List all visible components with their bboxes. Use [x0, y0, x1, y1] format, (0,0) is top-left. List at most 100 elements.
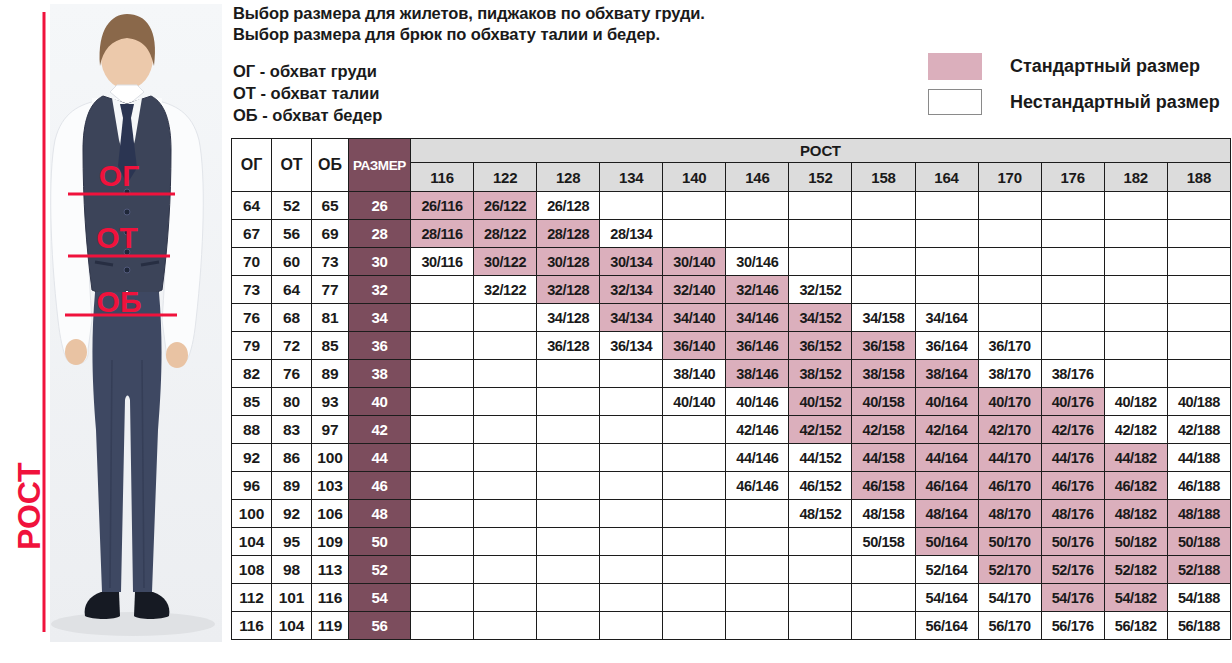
- empty-cell: [1104, 276, 1167, 304]
- ot-cell: 60: [272, 248, 312, 276]
- empty-cell: [978, 248, 1041, 276]
- height-column-header: 116: [411, 163, 474, 192]
- size-column-header: РАЗМЕР: [349, 139, 411, 192]
- empty-cell: [411, 556, 474, 584]
- empty-cell: [411, 584, 474, 612]
- empty-cell: [726, 500, 789, 528]
- size-cell: 44: [349, 444, 411, 472]
- empty-cell: [1041, 220, 1104, 248]
- empty-cell: [411, 444, 474, 472]
- empty-cell: [852, 220, 915, 248]
- size-combo-cell-standard: 42/170: [978, 416, 1041, 444]
- ob-cell: 69: [312, 220, 349, 248]
- ob-cell: 100: [312, 444, 349, 472]
- size-combo-cell-standard: 52/182: [1104, 556, 1167, 584]
- empty-cell: [537, 472, 600, 500]
- empty-cell: [537, 556, 600, 584]
- empty-cell: [663, 612, 726, 640]
- empty-cell: [663, 584, 726, 612]
- size-cell: 32: [349, 276, 411, 304]
- size-combo-cell-nonstandard: 26/128: [537, 192, 600, 220]
- ot-cell: 64: [272, 276, 312, 304]
- empty-cell: [726, 528, 789, 556]
- size-combo-cell-nonstandard: 46/146: [726, 472, 789, 500]
- og-cell: 100: [232, 500, 272, 528]
- empty-cell: [915, 192, 978, 220]
- size-combo-cell-standard: 38/164: [915, 360, 978, 388]
- size-combo-cell-standard: 46/158: [852, 472, 915, 500]
- size-combo-cell-nonstandard: 48/158: [852, 500, 915, 528]
- height-column-header: 158: [852, 163, 915, 192]
- empty-cell: [852, 612, 915, 640]
- height-column-header: 152: [789, 163, 852, 192]
- table-row: 100921064848/15248/15848/16448/17048/176…: [232, 500, 1231, 528]
- size-combo-cell-standard: 44/158: [852, 444, 915, 472]
- size-combo-cell-nonstandard: 34/128: [537, 304, 600, 332]
- empty-cell: [537, 500, 600, 528]
- hips-label: ОБ: [97, 285, 142, 318]
- empty-cell: [1104, 360, 1167, 388]
- size-combo-cell-standard: 34/140: [663, 304, 726, 332]
- empty-cell: [1104, 248, 1167, 276]
- empty-cell: [600, 416, 663, 444]
- size-cell: 36: [349, 332, 411, 360]
- ob-cell: 65: [312, 192, 349, 220]
- empty-cell: [474, 584, 537, 612]
- size-cell: 46: [349, 472, 411, 500]
- size-cell: 48: [349, 500, 411, 528]
- og-cell: 85: [232, 388, 272, 416]
- table-row: 7060733030/11630/12230/12830/13430/14030…: [232, 248, 1231, 276]
- ot-cell: 80: [272, 388, 312, 416]
- table-row: 108981135252/16452/17052/17652/18252/188: [232, 556, 1231, 584]
- empty-cell: [411, 304, 474, 332]
- og-cell: 73: [232, 276, 272, 304]
- ob-cell: 81: [312, 304, 349, 332]
- empty-cell: [789, 220, 852, 248]
- size-combo-cell-nonstandard: 44/188: [1167, 444, 1230, 472]
- table-row: 1121011165454/16454/17054/17654/18254/18…: [232, 584, 1231, 612]
- size-combo-cell-nonstandard: 44/146: [726, 444, 789, 472]
- empty-cell: [789, 248, 852, 276]
- empty-cell: [537, 584, 600, 612]
- size-combo-cell-standard: 40/170: [978, 388, 1041, 416]
- empty-cell: [600, 584, 663, 612]
- empty-cell: [411, 472, 474, 500]
- group-header-row: ОГ ОТ ОБ РАЗМЕР РОСТ: [232, 139, 1231, 163]
- size-combo-cell-standard: 28/116: [411, 220, 474, 248]
- size-cell: 30: [349, 248, 411, 276]
- empty-cell: [537, 444, 600, 472]
- size-combo-cell-standard: 50/164: [915, 528, 978, 556]
- size-table-body: 6452652626/11626/12226/1286756692828/116…: [232, 192, 1231, 640]
- waist-column-header: ОТ: [272, 139, 312, 192]
- empty-cell: [600, 528, 663, 556]
- table-row: 104951095050/15850/16450/17050/17650/182…: [232, 528, 1231, 556]
- empty-cell: [600, 360, 663, 388]
- empty-cell: [978, 220, 1041, 248]
- empty-cell: [1167, 360, 1230, 388]
- empty-cell: [915, 276, 978, 304]
- table-row: 6756692828/11628/12228/12828/134: [232, 220, 1231, 248]
- og-cell: 70: [232, 248, 272, 276]
- ob-cell: 93: [312, 388, 349, 416]
- ob-cell: 119: [312, 612, 349, 640]
- empty-cell: [663, 416, 726, 444]
- empty-cell: [537, 612, 600, 640]
- size-combo-cell-standard: 42/176: [1041, 416, 1104, 444]
- size-combo-cell-standard: 52/176: [1041, 556, 1104, 584]
- standard-size-swatch: [928, 53, 982, 80]
- ot-cell: 89: [272, 472, 312, 500]
- size-cell: 40: [349, 388, 411, 416]
- og-cell: 64: [232, 192, 272, 220]
- abbr-chest: ОГ - обхват груди: [233, 60, 382, 82]
- size-combo-cell-standard: 48/170: [978, 500, 1041, 528]
- size-combo-cell-standard: 32/134: [600, 276, 663, 304]
- size-cell: 50: [349, 528, 411, 556]
- empty-cell: [474, 388, 537, 416]
- size-combo-cell-standard: 48/164: [915, 500, 978, 528]
- size-combo-cell-nonstandard: 42/146: [726, 416, 789, 444]
- empty-cell: [1104, 192, 1167, 220]
- size-combo-cell-nonstandard: 54/188: [1167, 584, 1230, 612]
- size-combo-cell-nonstandard: 30/146: [726, 248, 789, 276]
- empty-cell: [852, 276, 915, 304]
- size-combo-cell-standard: 40/152: [789, 388, 852, 416]
